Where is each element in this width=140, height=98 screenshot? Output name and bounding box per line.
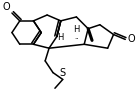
Text: S: S xyxy=(60,69,66,78)
Text: O: O xyxy=(2,2,10,12)
Text: O: O xyxy=(127,34,135,44)
Text: ..: .. xyxy=(74,34,79,40)
Text: H: H xyxy=(73,25,80,34)
Text: H: H xyxy=(58,33,64,42)
